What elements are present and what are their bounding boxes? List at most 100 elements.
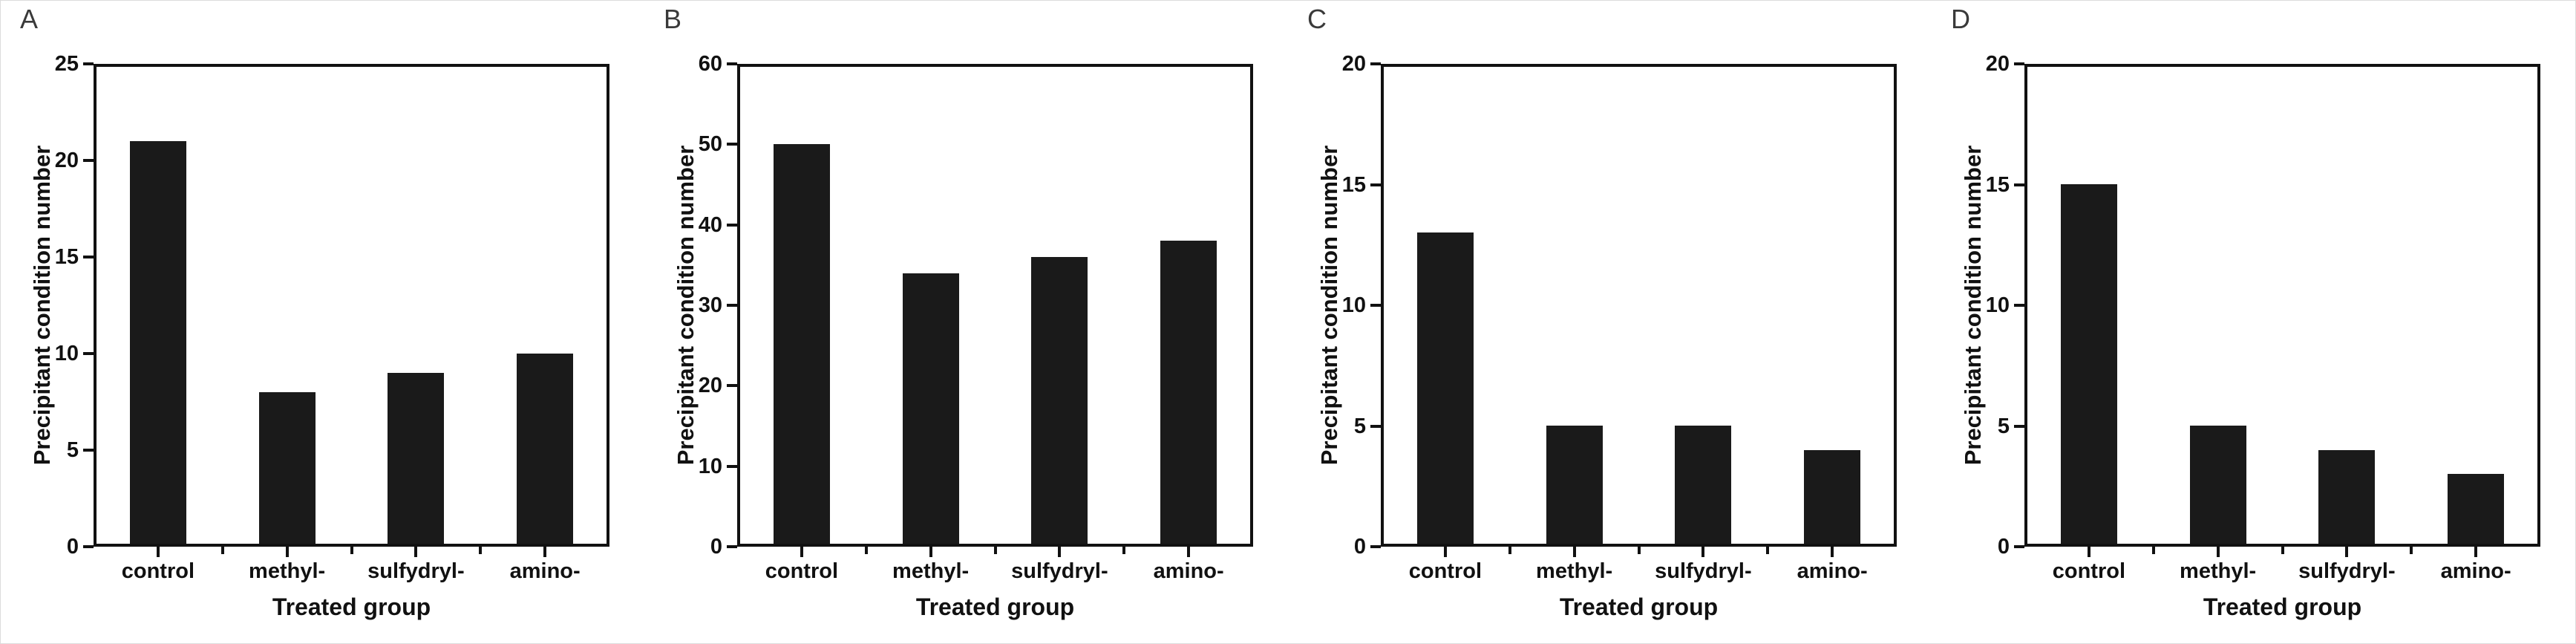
x-axis-minor-tick <box>2151 547 2155 554</box>
panel-letter: D <box>1951 4 1970 34</box>
y-axis-tick <box>1370 183 1381 186</box>
x-axis-tick <box>1187 547 1191 557</box>
bar-amino- <box>1804 450 1860 547</box>
y-tick-label: 0 <box>66 535 79 559</box>
x-axis-title: Treated group <box>915 593 1075 620</box>
panel-letter: A <box>20 4 39 34</box>
bar-control <box>2061 184 2117 547</box>
bar-control <box>774 144 830 547</box>
x-axis-tick <box>1701 547 1705 557</box>
category-label: amino- <box>509 559 581 583</box>
plot-area-frame <box>94 64 609 547</box>
x-axis-minor-tick <box>479 547 483 554</box>
y-tick-label: 5 <box>66 438 79 462</box>
y-axis-tick <box>2014 62 2024 65</box>
category-label: sulfydryl- <box>1011 559 1108 583</box>
y-axis-tick <box>727 143 737 146</box>
plot-area-frame <box>2024 64 2540 547</box>
x-axis-minor-tick <box>1122 547 1126 554</box>
bar-methyl- <box>903 273 959 547</box>
y-axis-tick <box>727 223 737 227</box>
plot-area-frame <box>1381 64 1897 547</box>
category-label: methyl- <box>2180 559 2257 583</box>
chart-panel-A: A Precipitant condition number Treated gro… <box>1 1 644 643</box>
y-tick-label: 40 <box>698 212 722 237</box>
x-axis-tick <box>2474 547 2478 557</box>
x-axis-title: Treated group <box>1559 593 1719 620</box>
x-axis-tick <box>414 547 418 557</box>
bar-amino- <box>1160 241 1217 547</box>
x-axis-tick <box>543 547 547 557</box>
y-axis-title: Precipitant condition number <box>29 145 55 466</box>
y-axis-tick <box>83 352 94 355</box>
x-axis-minor-tick <box>864 547 868 554</box>
category-label: control <box>765 559 839 583</box>
y-axis-tick <box>1370 62 1381 65</box>
y-tick-label: 20 <box>1985 52 2010 76</box>
bar-control <box>130 141 186 547</box>
y-tick-label: 0 <box>1997 535 2010 559</box>
y-tick-label: 20 <box>54 149 79 172</box>
y-axis-tick <box>1370 304 1381 307</box>
category-label: sulfydryl- <box>367 559 465 583</box>
y-axis-tick <box>2014 545 2024 548</box>
bar-sulfydryl- <box>1675 426 1731 547</box>
y-tick-label: 10 <box>1985 293 2010 317</box>
bar-methyl- <box>2190 426 2246 547</box>
y-axis-tick <box>727 384 737 388</box>
y-tick-label: 25 <box>54 52 79 76</box>
x-axis-minor-tick <box>1637 547 1641 554</box>
y-tick-label: 5 <box>1997 414 2010 438</box>
y-tick-label: 10 <box>1341 293 1366 317</box>
y-axis-tick <box>83 159 94 162</box>
x-axis-tick <box>2216 547 2220 557</box>
category-label: amino- <box>1797 559 1868 583</box>
y-tick-label: 0 <box>710 535 722 559</box>
plot-area-frame <box>737 64 1253 547</box>
x-axis-tick <box>1058 547 1062 557</box>
category-label: amino- <box>2440 559 2511 583</box>
x-axis-tick <box>156 547 160 557</box>
y-tick-label: 0 <box>1353 535 1366 559</box>
x-axis-tick <box>2345 547 2349 557</box>
y-axis-tick <box>727 62 737 65</box>
y-tick-label: 30 <box>698 293 722 317</box>
category-label: control <box>2052 559 2126 583</box>
x-axis-tick <box>929 547 932 557</box>
x-axis-minor-tick <box>993 547 997 554</box>
x-axis-minor-tick <box>2410 547 2413 554</box>
y-tick-label: 20 <box>1341 52 1366 76</box>
x-axis-tick <box>285 547 289 557</box>
x-axis-title: Treated group <box>2203 593 2362 620</box>
bar-sulfydryl- <box>2318 450 2375 547</box>
chart-panel-B: B Precipitant condition number Treated gro… <box>644 1 1288 643</box>
category-label: methyl- <box>1536 559 1613 583</box>
y-axis-tick <box>727 304 737 307</box>
x-axis-tick <box>1831 547 1834 557</box>
y-tick-label: 15 <box>1985 172 2010 197</box>
y-tick-label: 50 <box>698 132 722 157</box>
y-axis-tick <box>83 449 94 452</box>
x-axis-tick <box>1572 547 1576 557</box>
y-tick-label: 60 <box>698 52 722 76</box>
x-axis-minor-tick <box>220 547 224 554</box>
chart-panel-C: C Precipitant condition number Treated gro… <box>1288 1 1932 643</box>
x-axis-minor-tick <box>1508 547 1511 554</box>
y-axis-tick <box>1370 424 1381 428</box>
panel-letter: B <box>664 4 682 34</box>
category-label: amino- <box>1153 559 1224 583</box>
y-axis-tick <box>83 256 94 258</box>
category-label: methyl- <box>249 559 326 583</box>
panel-letter: C <box>1307 4 1327 34</box>
bar-methyl- <box>259 392 316 547</box>
y-tick-label: 10 <box>54 342 79 365</box>
chart-panel-D: D Precipitant condition number Treated gro… <box>1932 1 2575 643</box>
y-tick-label: 15 <box>1341 172 1366 197</box>
bar-methyl- <box>1546 426 1603 547</box>
bar-sulfydryl- <box>388 373 444 547</box>
y-tick-label: 10 <box>698 454 722 478</box>
y-axis-tick <box>83 545 94 548</box>
category-label: control <box>1408 559 1482 583</box>
y-tick-label: 5 <box>1353 414 1366 438</box>
